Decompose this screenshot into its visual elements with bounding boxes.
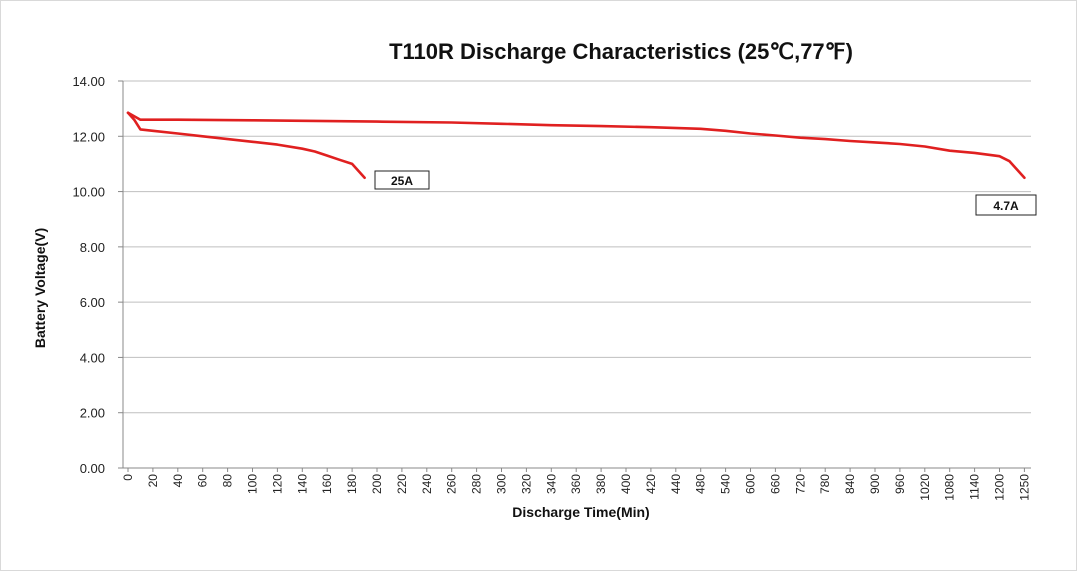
y-tick-label: 14.00 — [72, 74, 105, 89]
y-tick-labels: 0.00 2.00 4.00 6.00 8.00 10.00 12.00 14.00 — [72, 74, 105, 476]
x-tick-label: 400 — [619, 474, 633, 494]
x-tick-label: 240 — [420, 474, 434, 494]
x-axis-title: Discharge Time(Min) — [512, 504, 649, 520]
x-tick-label: 840 — [843, 474, 857, 494]
x-tick-label: 20 — [146, 474, 160, 488]
y-tick-label: 2.00 — [80, 406, 105, 421]
annotation-label-1: 4.7A — [993, 199, 1019, 213]
x-tick-labels: 0 20 40 60 80 100 120 140 160 180 200 220 240 260 280 3… — [121, 468, 1031, 501]
x-tick-label: 780 — [818, 474, 832, 494]
x-tick-label: 300 — [495, 474, 509, 494]
x-tick-label: 660 — [768, 474, 782, 494]
y-tick-label: 10.00 — [72, 185, 105, 200]
x-tick-label: 180 — [345, 474, 359, 494]
x-tick-label: 1250 — [1017, 474, 1031, 501]
x-tick-label: 360 — [569, 474, 583, 494]
chart-title: T110R Discharge Characteristics (25℃,77℉… — [389, 39, 853, 64]
x-tick-label: 480 — [694, 474, 708, 494]
y-tick-label: 8.00 — [80, 240, 105, 255]
x-tick-label: 280 — [470, 474, 484, 494]
x-tick-label: 100 — [246, 474, 260, 494]
series-lines — [126, 111, 1026, 180]
series-line-25a — [126, 111, 366, 180]
x-tick-label: 160 — [320, 474, 334, 494]
x-tick-label: 900 — [868, 474, 882, 494]
y-tick-label: 0.00 — [80, 461, 105, 476]
annotation-box-0 — [374, 170, 430, 190]
x-tick-label: 1140 — [968, 474, 982, 500]
x-tick-label: 540 — [719, 474, 733, 494]
x-tick-label: 340 — [544, 474, 558, 494]
x-tick-label: 600 — [744, 474, 758, 494]
x-tick-label: 0 — [121, 474, 135, 481]
x-tick-label: 1020 — [918, 474, 932, 501]
y-tick-label: 4.00 — [80, 350, 105, 365]
x-tick-label: 440 — [669, 474, 683, 494]
x-tick-label: 1080 — [943, 474, 957, 501]
grid-lines — [118, 80, 1031, 469]
x-tick-label: 960 — [893, 474, 907, 494]
x-tick-label: 720 — [793, 474, 807, 494]
x-tick-label: 320 — [519, 474, 533, 494]
x-tick-label: 40 — [171, 474, 185, 488]
x-tick-label: 420 — [644, 474, 658, 494]
x-tick-label: 200 — [370, 474, 384, 494]
x-tick-label: 80 — [221, 474, 235, 488]
x-tick-label: 380 — [594, 474, 608, 494]
x-tick-label: 220 — [395, 474, 409, 494]
x-tick-label: 260 — [445, 474, 459, 494]
x-tick-label: 140 — [295, 474, 309, 494]
x-tick-label: 120 — [270, 474, 284, 494]
y-axis-title: Battery Voltage(V) — [32, 228, 48, 348]
axes — [122, 81, 1031, 469]
series-line-4-7a — [126, 111, 1026, 180]
x-tick-label: 1200 — [993, 474, 1007, 501]
y-tick-label: 6.00 — [80, 295, 105, 310]
y-tick-label: 12.00 — [72, 129, 105, 144]
annotation-box-1 — [975, 194, 1037, 216]
x-tick-label: 60 — [196, 474, 210, 488]
series-annotations: 25A 4.7A — [374, 170, 1037, 216]
annotation-label-0: 25A — [391, 174, 413, 188]
